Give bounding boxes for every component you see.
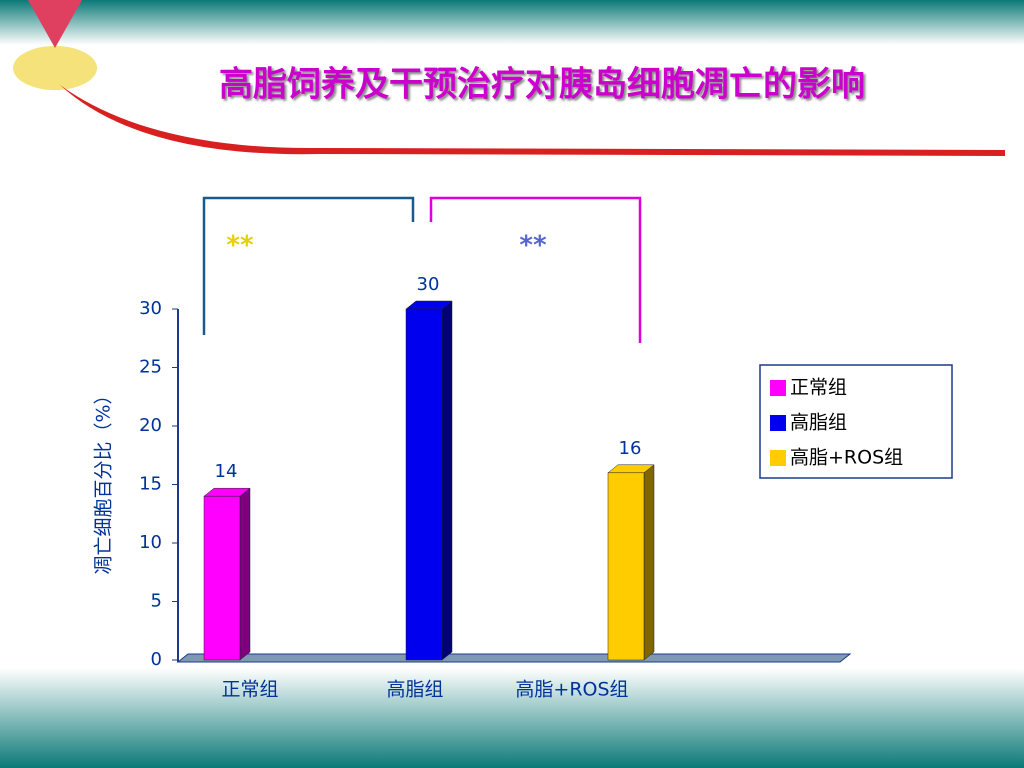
significance-bracket	[429, 196, 642, 343]
x-tick-label: 高脂+ROS组	[515, 679, 628, 701]
bar-side	[441, 300, 453, 661]
legend-swatch	[770, 450, 786, 466]
legend-swatch	[770, 415, 786, 431]
bar	[405, 308, 443, 661]
bar-side	[643, 464, 655, 661]
bottom-band	[0, 668, 1024, 768]
bar-side	[239, 487, 251, 661]
annotation: **	[519, 231, 547, 261]
legend-label: 高脂+ROS组	[790, 447, 903, 469]
chart-title: 高脂饲养及干预治疗对胰岛细胞凋亡的影响	[219, 65, 865, 105]
bar	[203, 495, 241, 661]
y-tick-label: 0	[151, 649, 162, 670]
top-band	[0, 0, 1024, 45]
legend-label: 正常组	[790, 377, 847, 399]
legend	[759, 364, 953, 479]
y-tick-label: 15	[139, 474, 162, 495]
y-tick-label: 5	[151, 591, 162, 612]
x-tick-label: 高脂组	[386, 679, 443, 701]
data-label: 30	[417, 274, 440, 295]
data-label: 16	[619, 438, 642, 459]
significance-bracket	[202, 196, 415, 335]
y-tick-label: 30	[139, 298, 162, 319]
decoration	[13, 46, 97, 90]
data-label: 14	[215, 461, 238, 482]
legend-label: 高脂组	[790, 412, 847, 434]
annotation: **	[226, 231, 254, 261]
decoration	[28, 0, 82, 48]
legend-swatch	[770, 380, 786, 396]
bar	[607, 472, 645, 661]
y-tick-label: 25	[139, 357, 162, 378]
axis-floor	[176, 653, 852, 663]
y-axis-label: 凋亡细胞百分比（%）	[93, 385, 115, 574]
y-tick-label: 10	[139, 532, 162, 553]
y-tick-label: 20	[139, 415, 162, 436]
x-tick-label: 正常组	[221, 679, 278, 701]
